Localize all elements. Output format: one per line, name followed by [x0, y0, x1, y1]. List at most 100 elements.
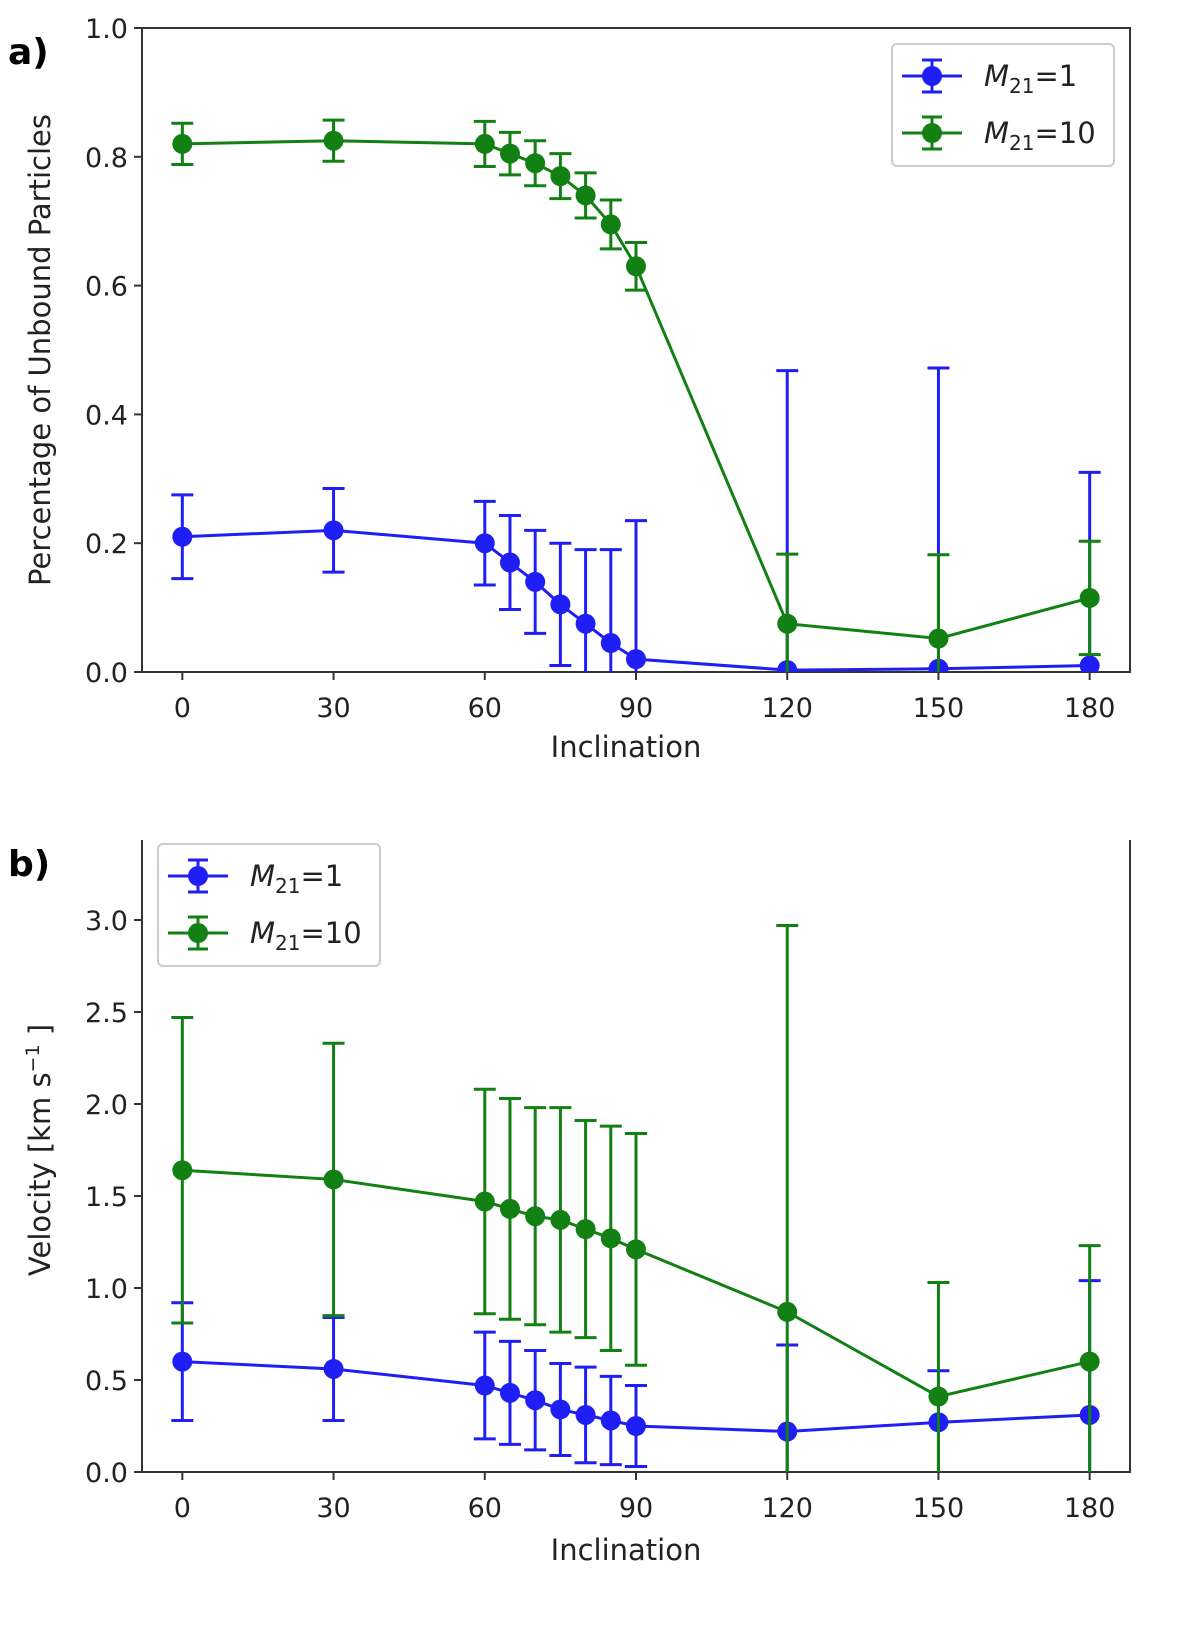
- data-point: [928, 628, 949, 649]
- legend-entry: M21=10: [168, 915, 362, 955]
- data-point: [172, 1351, 193, 1372]
- data-point: [550, 1399, 571, 1420]
- x-tick-label: 0: [174, 1493, 191, 1524]
- y-axis-label: Velocity [km s−1 ]: [22, 1024, 57, 1276]
- y-tick-label: 2.5: [85, 998, 128, 1029]
- data-point: [575, 1404, 596, 1425]
- data-point: [600, 214, 621, 235]
- y-tick-label: 2.0: [85, 1090, 128, 1121]
- x-tick-label: 60: [468, 693, 502, 724]
- chart-velocity: b) 0 30 60 90 120 150 180 0.0 0.5 1.0 1.5 2.0 2.5 3.0 3…: [8, 840, 1131, 1567]
- x-tick-label: 120: [761, 1493, 813, 1524]
- data-point: [474, 533, 495, 554]
- series-M21=10: [171, 118, 1101, 672]
- data-point: [626, 256, 646, 277]
- x-tick-label: 180: [1064, 693, 1116, 724]
- y-tick-label: 0.6: [85, 272, 128, 303]
- data-point: [550, 594, 571, 615]
- data-point: [1079, 587, 1100, 608]
- legend-label: M21=10: [984, 116, 1096, 155]
- data-point: [172, 526, 193, 547]
- y-tick-label: 0.0: [85, 1458, 128, 1489]
- legend-marker: [188, 923, 208, 943]
- data-point: [626, 1416, 646, 1436]
- legend-entry: M21=10: [902, 115, 1096, 155]
- y-axis-label: Percentage of Unbound Particles: [23, 114, 57, 586]
- chart-unbound-particles: a) 0 30 60 90 120 150 180 0.0 0.2 0.4 0.6 0.8 1.0 Incl…: [8, 14, 1131, 764]
- series-line: [182, 528, 1090, 672]
- x-tick-label: 120: [761, 693, 813, 724]
- y-tick-label: 0.2: [85, 529, 128, 560]
- legend-label: M21=1: [984, 59, 1077, 98]
- x-tick-label: 90: [619, 693, 653, 724]
- data-point: [499, 1198, 520, 1219]
- data-point: [172, 1160, 193, 1181]
- x-tick-label: 30: [316, 693, 350, 724]
- y-tick-label: 1.5: [85, 1182, 128, 1213]
- y-tick-label: 1.0: [85, 14, 128, 45]
- y-tick-label: 1.0: [85, 1274, 128, 1305]
- y-tick-label: 0.4: [85, 400, 128, 431]
- legend-marker: [922, 66, 942, 86]
- data-point: [474, 1191, 495, 1212]
- data-point: [474, 1375, 495, 1396]
- x-axis-label: Inclination: [551, 730, 702, 764]
- data-point: [600, 1410, 621, 1431]
- data-point: [525, 1390, 546, 1411]
- data-point: [474, 133, 495, 154]
- y-tick-label: 0.8: [85, 143, 128, 174]
- legend-marker: [922, 123, 942, 143]
- data-point: [550, 1209, 571, 1230]
- x-tick-label: 180: [1064, 1493, 1116, 1524]
- x-axis-label: Inclination: [551, 1533, 702, 1567]
- data-point: [626, 649, 646, 670]
- series-line: [182, 1168, 1091, 1399]
- legend: M21=1 M21=10: [157, 843, 381, 967]
- data-point: [1079, 1351, 1100, 1372]
- legend-marker: [188, 866, 208, 886]
- x-tick-label: 0: [174, 693, 191, 724]
- panel-label: a): [8, 32, 49, 73]
- data-point: [928, 1386, 949, 1407]
- series-line: [182, 1360, 1090, 1434]
- y-tick-label: 0.0: [85, 658, 128, 689]
- data-point: [600, 1228, 621, 1249]
- x-tick-label: 150: [913, 1493, 965, 1524]
- legend: M21=1 M21=10: [891, 43, 1115, 167]
- panel-a: a) 0 30 60 90 120 150 180 0.0 0.2 0.4 0.6 0.8 1.0 Incl…: [0, 0, 1200, 820]
- panel-label: b): [8, 844, 50, 885]
- legend-entry: M21=1: [168, 858, 343, 898]
- series-line: [182, 139, 1091, 641]
- data-point: [1079, 655, 1100, 672]
- data-point: [499, 1382, 520, 1403]
- x-tick-label: 30: [316, 1493, 350, 1524]
- y-tick-label: 3.0: [85, 906, 128, 937]
- series-M21=1: [171, 366, 1101, 672]
- y-tick-label: 0.5: [85, 1366, 128, 1397]
- data-point: [525, 571, 546, 592]
- data-point: [525, 153, 546, 174]
- panel-b: b) 0 30 60 90 120 150 180 0.0 0.5 1.0 1.5 2.0 2.5 3.0 3…: [0, 840, 1200, 1650]
- legend-label: M21=10: [250, 916, 362, 955]
- x-tick-label: 90: [619, 1493, 653, 1524]
- data-point: [777, 613, 798, 634]
- y-tick-label: 3.5: [85, 840, 128, 845]
- data-point: [550, 166, 571, 187]
- x-tick-label: 150: [913, 693, 965, 724]
- data-point: [323, 1358, 344, 1379]
- data-point: [575, 185, 596, 206]
- data-point: [499, 143, 520, 164]
- legend-entry: M21=1: [902, 58, 1077, 98]
- series-M21=10: [171, 924, 1101, 1472]
- legend-label: M21=1: [250, 859, 343, 898]
- data-point: [323, 130, 344, 151]
- data-point: [575, 1219, 596, 1240]
- data-point: [172, 133, 193, 154]
- data-point: [626, 1239, 646, 1260]
- data-point: [600, 633, 621, 654]
- data-point: [323, 1169, 344, 1190]
- data-point: [499, 552, 520, 573]
- data-point: [525, 1206, 546, 1227]
- x-tick-label: 60: [468, 1493, 502, 1524]
- data-point: [323, 520, 344, 541]
